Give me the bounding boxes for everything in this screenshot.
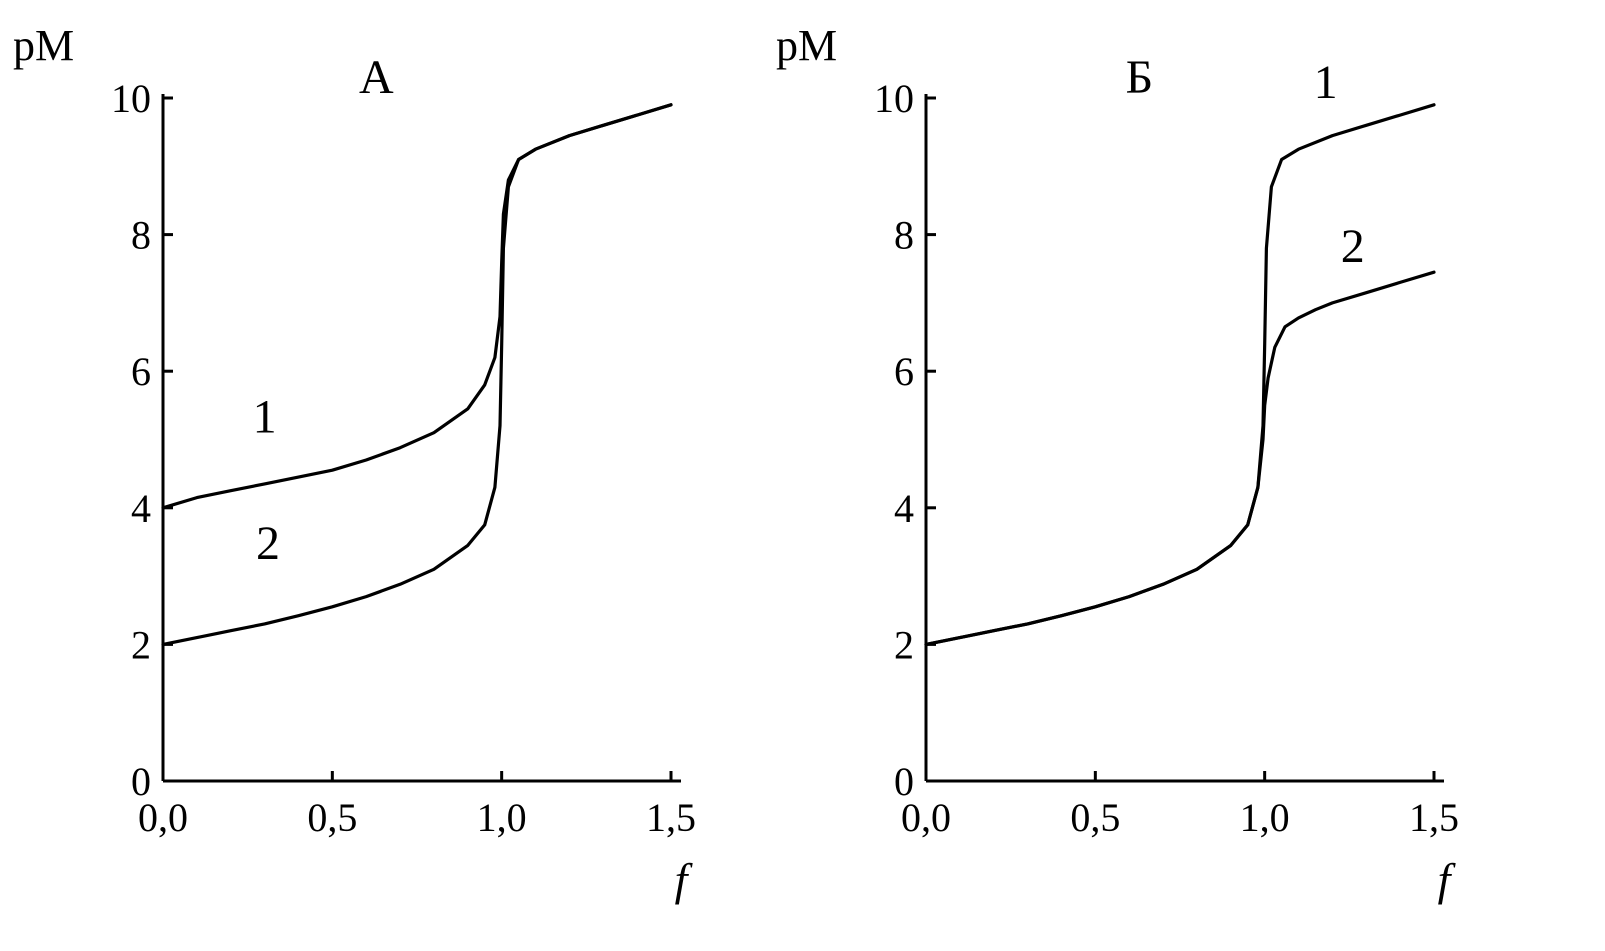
- chart-b-y-tick-label: 6: [894, 349, 914, 394]
- chart-a-y-tick-label: 6: [131, 349, 151, 394]
- panel-b: 0,0 0,5 1,0 1,5 0 2 4 6 8 10 pM f Б 1 2: [776, 21, 1459, 905]
- panel-a: 0,0 0,5 1,0 1,5 0 2 4 6 8 10 pM f А 1 2: [13, 21, 696, 905]
- chart-b-curve-label-2: 2: [1341, 220, 1365, 273]
- chart-a-panel-title: А: [359, 51, 394, 104]
- chart-b-x-tick-label: 1,0: [1240, 795, 1290, 840]
- chart-a-y-tick-label: 0: [131, 759, 151, 804]
- chart-b-x-tick-label: 0,5: [1070, 795, 1120, 840]
- chart-b-y-tick-label: 2: [894, 622, 914, 667]
- chart-a-x-tick-label: 0,5: [307, 795, 357, 840]
- chart-b-x-tick-label: 0,0: [901, 795, 951, 840]
- chart-a-x-tick-label: 0,0: [138, 795, 188, 840]
- chart-a-curve-label-1: 1: [253, 391, 277, 444]
- chart-b-curve-label-1: 1: [1314, 56, 1338, 109]
- chart-b-y-tick-label: 10: [874, 76, 914, 121]
- chart-a-y-tick-label: 2: [131, 622, 151, 667]
- chart-a-x-tick-label: 1,0: [477, 795, 527, 840]
- chart-b-series-2-line: [924, 270, 1436, 646]
- chart-a-series-2-line: [161, 103, 673, 646]
- chart-b-y-tick-label: 4: [894, 486, 914, 531]
- chart-b-y-tick-label: 0: [894, 759, 914, 804]
- chart-b-panel-title: Б: [1126, 51, 1154, 104]
- chart-b-y-tick-label: 8: [894, 213, 914, 258]
- chart-a-x-tick-label: 1,5: [646, 795, 696, 840]
- chart-b-series-1-line: [924, 103, 1436, 646]
- chart-a-y-tick-label: 4: [131, 486, 151, 531]
- chart-a-curve-label-2: 2: [256, 517, 280, 570]
- chart-a-y-tick-label: 10: [111, 76, 151, 121]
- chart-a-series-1-line: [161, 103, 673, 510]
- chart-a-y-tick-label: 8: [131, 213, 151, 258]
- chart-b-x-tick-label: 1,5: [1409, 795, 1459, 840]
- chart-b-x-axis-label: f: [1438, 854, 1457, 905]
- chart-b-y-axis-label: pM: [776, 21, 837, 70]
- chart-a-x-axis-label: f: [675, 854, 694, 905]
- chart-a-y-axis-label: pM: [13, 21, 74, 70]
